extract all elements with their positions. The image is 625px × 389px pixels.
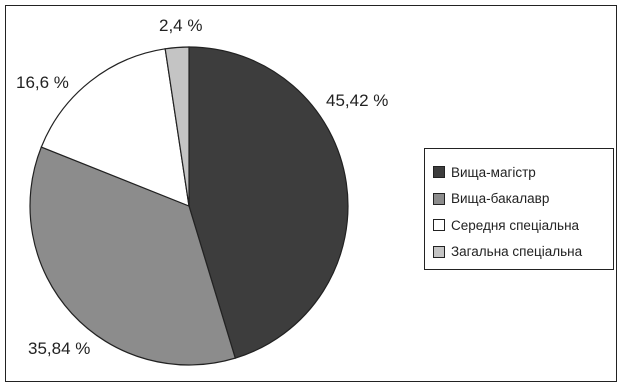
pie-slice-1 (29, 146, 236, 366)
slice-label-serednia-spetsialna: 16,6 % (16, 73, 69, 92)
pie-slice-3 (164, 46, 190, 207)
slice-label-vyshcha-mahistr: 45,42 % (326, 91, 389, 110)
pie-slice-2 (40, 48, 190, 207)
legend-item-vyshcha-bakalavr: Вища-бакалавр (433, 186, 613, 213)
chart-frame: 45,42 % 35,84 % 16,6 % 2,4 % Вища-магіст… (5, 5, 617, 382)
legend-item-vyshcha-mahistr: Вища-магістр (433, 159, 613, 186)
legend-label: Загальна спеціальна (451, 244, 583, 260)
chart-legend: Вища-магістр Вища-бакалавр Середня спеці… (424, 148, 614, 270)
slice-label-zahalna-spetsialna: 2,4 % (159, 16, 203, 35)
legend-swatch (433, 192, 445, 205)
legend-item-serednia-spetsialna: Середня спеціальна (433, 212, 613, 239)
pie-slice-0 (188, 46, 349, 359)
legend-label: Середня спеціальна (451, 217, 580, 233)
legend-label: Вища-магістр (451, 164, 536, 180)
pie-chart (29, 46, 349, 366)
legend-item-zahalna-spetsialna: Загальна спеціальна (433, 239, 613, 266)
slice-label-vyshcha-bakalavr: 35,84 % (28, 339, 91, 358)
legend-swatch (433, 166, 445, 179)
legend-swatch (433, 245, 445, 258)
legend-swatch (433, 219, 445, 232)
legend-label: Вища-бакалавр (451, 191, 550, 207)
